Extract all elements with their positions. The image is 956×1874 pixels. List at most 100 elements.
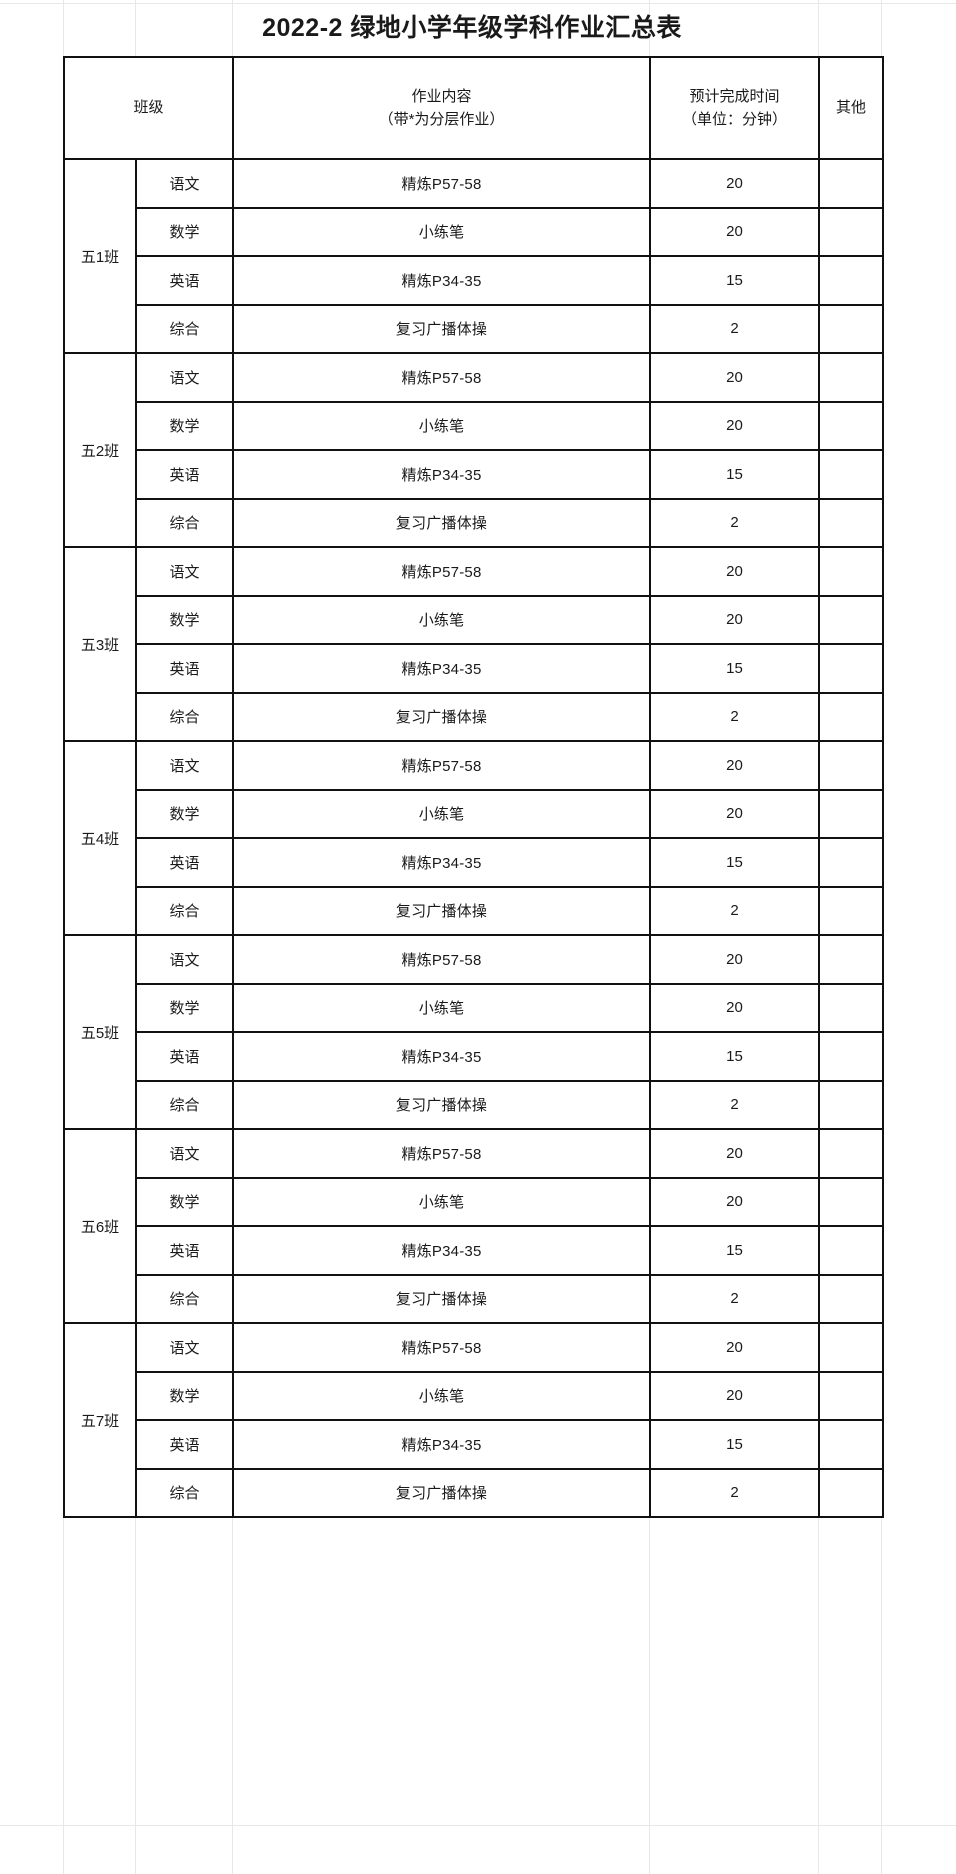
other-cell: [818, 1467, 885, 1518]
table-row: 数学 小练笔 20: [64, 788, 885, 839]
subject-cell: 语文: [134, 1322, 235, 1373]
table-row: 综合 复习广播体操 2: [64, 1079, 885, 1130]
other-cell: [818, 206, 885, 257]
class-name-cell: 五6班: [63, 1128, 137, 1324]
class-name-cell: 五3班: [63, 546, 137, 742]
estimated-time-cell: 2: [649, 1467, 821, 1518]
table-row: 数学 小练笔 20: [64, 1370, 885, 1421]
table-row: 数学 小练笔 20: [64, 594, 885, 645]
other-cell: [818, 594, 885, 645]
table-row: 数学 小练笔 20: [64, 982, 885, 1033]
subject-cell: 综合: [134, 691, 235, 742]
homework-content-cell: 精炼P57-58: [232, 1128, 652, 1179]
estimated-time-cell: 20: [649, 1322, 821, 1373]
subject-cell: 英语: [134, 837, 235, 888]
homework-content-cell: 精炼P34-35: [232, 837, 652, 888]
homework-content-cell: 精炼P34-35: [232, 1225, 652, 1276]
estimated-time-cell: 15: [649, 1419, 821, 1470]
column-header-time: 预计完成时间 （单位：分钟）: [649, 56, 821, 160]
table-row: 综合 复习广播体操 2: [64, 1467, 885, 1518]
subject-cell: 综合: [134, 1079, 235, 1130]
table-row: 数学 小练笔 20: [64, 400, 885, 451]
other-cell: [818, 1419, 885, 1470]
homework-content-cell: 小练笔: [232, 206, 652, 257]
other-cell: [818, 352, 885, 403]
subject-cell: 综合: [134, 303, 235, 354]
homework-content-cell: 小练笔: [232, 1176, 652, 1227]
table-row: 综合 复习广播体操 2: [64, 885, 885, 936]
table-body: 五1班 语文 精炼P57-58 20 数学 小练笔 20 英语 精炼P34-35 15 综合 复习广播…: [63, 158, 885, 1518]
homework-content-cell: 精炼P34-35: [232, 1419, 652, 1470]
homework-content-cell: 复习广播体操: [232, 1273, 652, 1324]
other-cell: [818, 1031, 885, 1082]
estimated-time-cell: 2: [649, 1273, 821, 1324]
homework-content-cell: 精炼P34-35: [232, 449, 652, 500]
estimated-time-cell: 15: [649, 837, 821, 888]
other-cell: [818, 1273, 885, 1324]
homework-content-cell: 复习广播体操: [232, 691, 652, 742]
table-row: 英语 精炼P34-35 15: [64, 255, 885, 306]
estimated-time-cell: 20: [649, 740, 821, 791]
subject-cell: 语文: [134, 158, 235, 209]
estimated-time-cell: 2: [649, 1079, 821, 1130]
class-name-cell: 五1班: [63, 158, 137, 354]
class-name-cell: 五4班: [63, 740, 137, 936]
homework-content-cell: 小练笔: [232, 594, 652, 645]
column-header-time-line1: 预计完成时间: [689, 87, 780, 105]
other-cell: [818, 303, 885, 354]
estimated-time-cell: 20: [649, 400, 821, 451]
homework-content-cell: 复习广播体操: [232, 1467, 652, 1518]
other-cell: [818, 449, 885, 500]
subject-cell: 语文: [134, 546, 235, 597]
estimated-time-cell: 20: [649, 594, 821, 645]
estimated-time-cell: 2: [649, 885, 821, 936]
estimated-time-cell: 20: [649, 1128, 821, 1179]
estimated-time-cell: 2: [649, 303, 821, 354]
subject-cell: 语文: [134, 1128, 235, 1179]
class-name-cell: 五5班: [63, 934, 137, 1130]
table-row: 五1班 语文 精炼P57-58 20: [63, 158, 885, 354]
homework-content-cell: 小练笔: [232, 788, 652, 839]
subject-cell: 数学: [134, 206, 235, 257]
homework-content-cell: 精炼P57-58: [232, 546, 652, 597]
other-cell: [818, 934, 885, 985]
other-cell: [818, 1176, 885, 1227]
other-cell: [818, 982, 885, 1033]
column-header-class: 班级: [62, 56, 235, 160]
homework-content-cell: 精炼P57-58: [232, 158, 652, 209]
other-cell: [818, 1079, 885, 1130]
subject-cell: 语文: [134, 934, 235, 985]
estimated-time-cell: 20: [649, 1176, 821, 1227]
homework-content-cell: 精炼P57-58: [232, 352, 652, 403]
other-cell: [818, 158, 885, 209]
subject-cell: 综合: [134, 497, 235, 548]
subject-cell: 数学: [134, 400, 235, 451]
table-head: 班级 作业内容 （带*为分层作业） 预计完成时间 （单位：分钟） 其他: [62, 56, 885, 160]
homework-content-cell: 复习广播体操: [232, 885, 652, 936]
subject-cell: 英语: [134, 449, 235, 500]
table-row: 数学 小练笔 20: [64, 206, 885, 257]
title-row: 2022-2 绿地小学年级学科作业汇总表: [63, 0, 881, 56]
estimated-time-cell: 20: [649, 934, 821, 985]
estimated-time-cell: 20: [649, 982, 821, 1033]
subject-cell: 英语: [134, 1031, 235, 1082]
other-cell: [818, 1128, 885, 1179]
table-row: 英语 精炼P34-35 15: [64, 449, 885, 500]
estimated-time-cell: 20: [649, 1370, 821, 1421]
table-row: 数学 小练笔 20: [64, 1176, 885, 1227]
column-header-content: 作业内容 （带*为分层作业）: [232, 56, 652, 160]
other-cell: [818, 400, 885, 451]
table-row: 综合 复习广播体操 2: [64, 691, 885, 742]
estimated-time-cell: 20: [649, 546, 821, 597]
homework-content-cell: 精炼P34-35: [232, 1031, 652, 1082]
column-header-content-line1: 作业内容: [411, 87, 472, 105]
table-row: 五2班 语文 精炼P57-58 20: [63, 352, 885, 548]
subject-cell: 综合: [134, 1467, 235, 1518]
homework-content-cell: 小练笔: [232, 400, 652, 451]
estimated-time-cell: 15: [649, 449, 821, 500]
homework-content-cell: 精炼P57-58: [232, 1322, 652, 1373]
estimated-time-cell: 20: [649, 788, 821, 839]
other-cell: [818, 788, 885, 839]
estimated-time-cell: 15: [649, 255, 821, 306]
homework-content-cell: 复习广播体操: [232, 1079, 652, 1130]
